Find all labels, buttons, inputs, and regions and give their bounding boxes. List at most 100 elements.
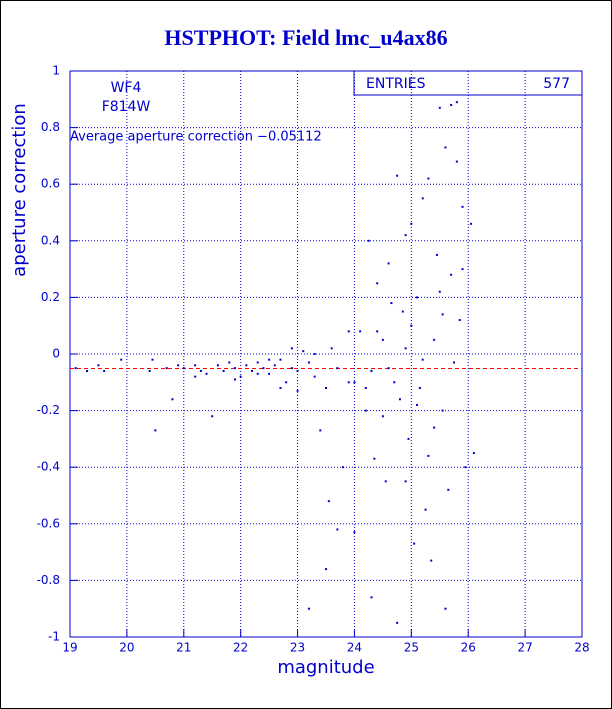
point [342,466,345,469]
point [381,338,384,341]
x-tick-label: 22 [233,641,248,655]
point [97,364,100,367]
point [296,389,299,392]
x-tick-label: 26 [461,641,476,655]
point [427,177,430,180]
point [313,353,316,355]
point [103,369,106,372]
point [450,273,453,276]
y-tick-label: 0 [52,347,60,361]
point [325,568,327,571]
y-tick-label: -0.6 [37,516,60,530]
point [410,222,413,225]
point [268,358,271,361]
point [359,330,362,333]
annotation: WF4 [111,80,142,96]
point [427,454,430,457]
point [458,319,461,322]
point [194,375,197,378]
x-tick-label: 21 [176,641,191,655]
point [401,310,404,313]
annotation: F814W [102,99,151,115]
point [319,429,322,432]
point [336,367,339,370]
point [256,372,259,375]
point [347,330,350,333]
point [435,253,438,256]
point [182,367,185,370]
point [455,160,458,163]
point [407,437,410,440]
x-tick-label: 20 [119,641,134,655]
point [353,381,356,384]
point [268,372,271,375]
point [370,596,373,599]
point [430,559,433,562]
point [199,369,202,372]
point [438,290,441,293]
y-tick-label: 0.8 [41,120,60,134]
point [327,500,330,503]
point [461,268,464,271]
point [233,378,236,381]
stats-value: 577 [543,76,570,92]
x-axis-label: magnitude [277,657,374,678]
point [453,361,455,364]
point [370,369,373,372]
point [376,282,379,285]
point [472,452,475,455]
point [228,361,231,364]
point [307,361,310,364]
point [347,381,350,384]
point [410,324,413,327]
point [364,409,367,412]
y-axis-label: aperture correction [9,103,30,277]
point [336,528,339,531]
y-tick-label: 1 [52,64,60,78]
point [211,415,214,418]
point [245,364,248,367]
x-tick-label: 19 [62,641,77,655]
point [441,409,444,412]
point [216,364,219,367]
point [444,607,447,610]
point [470,222,473,225]
point [390,302,393,305]
point [461,205,464,208]
point [433,426,436,429]
point [262,367,265,370]
point [421,358,424,361]
y-tick-label: -1 [48,630,60,644]
y-tick-label: 0.2 [41,290,60,304]
point [251,369,254,372]
point [367,239,370,242]
point [404,480,407,483]
annotation: Average aperture correction −0.05112 [70,130,322,145]
point [413,542,416,545]
point [313,375,316,378]
point [416,403,419,406]
point [279,358,282,361]
point [330,347,333,350]
point [148,369,151,372]
x-tick-label: 25 [404,641,419,655]
point [279,386,282,389]
point [444,146,447,149]
point [285,381,288,384]
point [393,381,396,384]
chart-title: HSTPHOT: Field lmc_u4ax86 [164,25,447,50]
point [455,101,458,104]
point [433,338,436,341]
point [171,398,174,401]
point [194,364,197,367]
point [396,621,399,624]
point [165,367,168,370]
point [222,369,225,372]
point [384,480,387,483]
point [447,488,450,491]
point [404,347,407,350]
point [154,429,157,432]
point [364,386,367,389]
